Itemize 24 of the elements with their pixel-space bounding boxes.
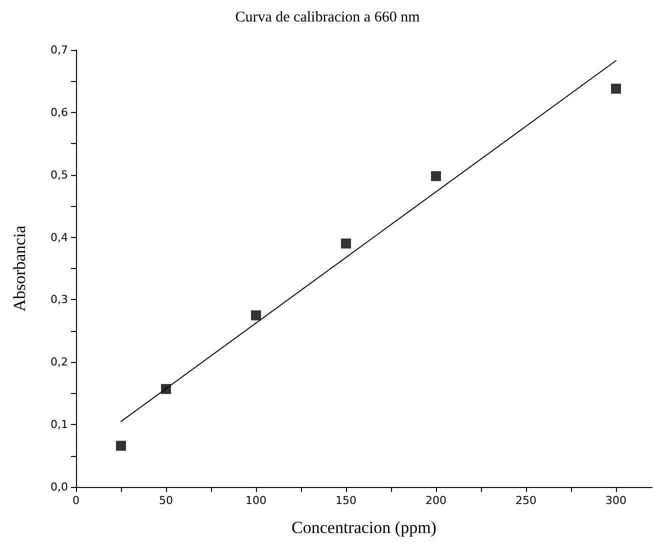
point — [431, 171, 441, 182]
x-tick-label: 250 — [516, 494, 536, 507]
x-tick-label: 100 — [246, 494, 266, 507]
y-tick-label: 0,6 — [50, 106, 68, 119]
point — [341, 238, 351, 249]
point — [611, 84, 621, 94]
x-tick-label: 200 — [426, 494, 446, 507]
y-tick-label: 0,1 — [50, 418, 68, 432]
y-tick-label: 0,3 — [50, 293, 68, 306]
x-axis-title: Concentracion (ppm) — [292, 518, 436, 537]
y-tick-label: 0,0 — [50, 480, 68, 494]
chart-title: Curva de calibracion a 660 nm — [235, 10, 420, 26]
y-tick-label: 0,4 — [50, 230, 68, 244]
x-tick-label: 150 — [336, 494, 356, 507]
point — [116, 440, 126, 451]
y-tick-label: 0,7 — [50, 44, 68, 56]
point — [161, 384, 171, 394]
point — [251, 310, 261, 320]
x-tick-label: 0 — [72, 494, 80, 507]
y-tick-label: 0,5 — [50, 168, 68, 182]
x-tick-label: 50 — [159, 494, 173, 507]
x-tick-label: 300 — [606, 494, 626, 507]
y-axis-title: Absorbancia — [10, 225, 29, 312]
y-tick-label: 0,2 — [50, 356, 68, 369]
